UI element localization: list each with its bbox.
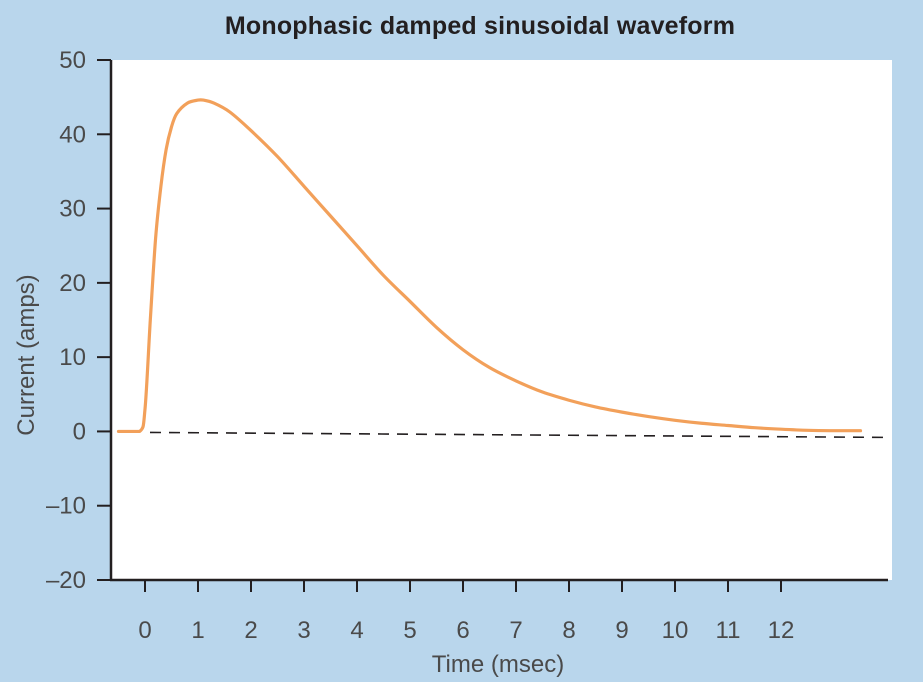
x-tick-label: 7 — [509, 617, 522, 644]
x-tick-label: 10 — [662, 617, 689, 644]
x-tick-label: 5 — [403, 617, 416, 644]
y-tick-label: –20 — [46, 567, 86, 594]
x-tick-label: 0 — [138, 617, 151, 644]
x-tick-label: 6 — [456, 617, 469, 644]
y-tick-label: 40 — [59, 121, 86, 148]
y-tick-label: 20 — [59, 270, 86, 297]
x-tick-label: 8 — [562, 617, 575, 644]
x-axis-label: Time (msec) — [432, 651, 564, 678]
y-tick-label: 50 — [59, 47, 86, 74]
waveform-line — [116, 98, 863, 434]
zero-baseline — [149, 431, 891, 439]
x-tick-label: 4 — [350, 617, 363, 644]
plot-area — [111, 60, 892, 580]
chart-title: Monophasic damped sinusoidal waveform — [224, 12, 736, 40]
x-tick-label: 9 — [615, 617, 628, 644]
y-tick-label: –10 — [46, 493, 86, 520]
x-tick-label: 1 — [191, 617, 204, 644]
x-tick-label: 11 — [716, 617, 741, 644]
x-tick-label: 2 — [244, 617, 257, 644]
x-tick-label: 12 — [768, 617, 795, 644]
y-axis-label: Current (amps) — [13, 274, 40, 435]
y-tick-label: 10 — [59, 344, 86, 371]
y-tick-label: 0 — [73, 418, 86, 445]
x-tick-label: 3 — [297, 617, 310, 644]
y-tick-label: 30 — [59, 196, 86, 223]
